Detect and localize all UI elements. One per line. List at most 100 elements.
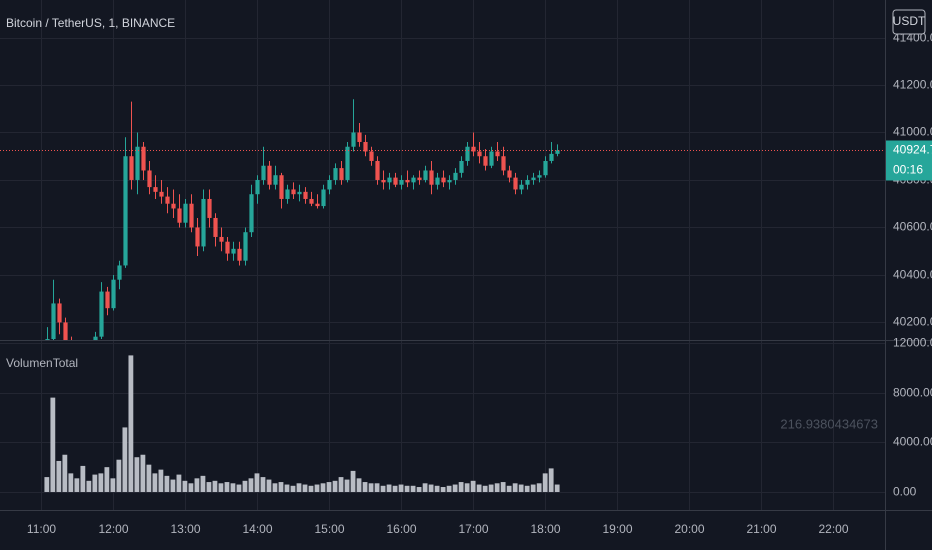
volume-bar xyxy=(128,355,134,492)
y-tick-label: 4000.00 xyxy=(893,435,932,449)
candle-body xyxy=(231,248,236,254)
y-tick-label: 41200.00 xyxy=(893,78,932,92)
candle-body xyxy=(117,265,122,280)
candle-body xyxy=(489,151,494,166)
chart-title: Bitcoin / TetherUS, 1, BINANCE xyxy=(6,16,175,30)
volume-bar xyxy=(530,484,536,492)
y-tick-label: 40600.00 xyxy=(893,220,932,234)
volume-bar xyxy=(188,483,194,492)
volume-bar xyxy=(278,482,284,492)
volume-bar xyxy=(104,467,110,492)
candle-body xyxy=(459,160,464,173)
y-tick-label: 40400.00 xyxy=(893,268,932,282)
volume-bar xyxy=(62,454,68,492)
volume-bar xyxy=(536,483,542,492)
volume-bar xyxy=(314,484,320,492)
x-tick-label: 19:00 xyxy=(602,522,632,536)
candle-body xyxy=(393,177,398,185)
candle-body xyxy=(369,151,374,161)
volume-bar xyxy=(350,470,356,492)
volume-bar xyxy=(500,482,506,492)
candle-body xyxy=(423,170,428,180)
candle-body xyxy=(51,303,56,340)
x-tick-label: 21:00 xyxy=(746,522,776,536)
indicator-value: 216.9380434673 xyxy=(780,416,878,431)
volume-pane xyxy=(44,355,560,492)
x-tick-label: 16:00 xyxy=(386,522,416,536)
volume-bar xyxy=(296,483,302,492)
last-price-box xyxy=(886,140,932,181)
currency-label: USDT xyxy=(893,14,926,28)
volume-bar xyxy=(326,482,332,492)
candle-body xyxy=(153,187,158,192)
candle-body xyxy=(285,189,290,199)
candle-body xyxy=(345,146,350,180)
last-price-label: 40924.77 xyxy=(893,143,932,157)
candle-body xyxy=(399,179,404,185)
volume-bar xyxy=(110,478,116,492)
x-tick-label: 22:00 xyxy=(818,522,848,536)
volume-bar xyxy=(98,473,104,492)
volume-bar xyxy=(56,460,62,492)
candle-body xyxy=(417,177,422,180)
volume-bar xyxy=(170,479,176,492)
volume-bar xyxy=(380,485,386,492)
candle-body xyxy=(243,232,248,261)
volume-bar xyxy=(158,469,164,492)
volume-bar xyxy=(410,485,416,492)
volume-bar xyxy=(50,397,56,492)
candle-body xyxy=(195,227,200,247)
volume-bar xyxy=(182,480,188,492)
volume-bar xyxy=(494,483,500,492)
currency-button[interactable] xyxy=(892,9,926,35)
volume-bar xyxy=(290,485,296,492)
candle-body xyxy=(123,156,128,266)
volume-bar xyxy=(224,482,230,492)
candle-body xyxy=(549,153,554,161)
candle-body xyxy=(111,279,116,309)
y-tick-label: 8000.00 xyxy=(893,386,932,400)
volume-bar xyxy=(272,483,278,492)
candle-body xyxy=(531,177,536,180)
candle-body xyxy=(237,248,242,261)
candle-body xyxy=(297,191,302,195)
volume-bar xyxy=(212,480,218,492)
candle-body xyxy=(507,170,512,178)
candle-body xyxy=(411,177,416,183)
volume-bar xyxy=(356,478,362,492)
volume-bar xyxy=(152,473,158,492)
volume-bar xyxy=(122,427,128,492)
volume-bar xyxy=(242,480,248,492)
volume-bar xyxy=(344,479,350,492)
candle-body xyxy=(141,146,146,171)
candle-body xyxy=(147,170,152,188)
volume-bar xyxy=(320,483,326,492)
volume-bar xyxy=(362,482,368,492)
x-tick-label: 14:00 xyxy=(242,522,272,536)
volume-bar xyxy=(194,478,200,492)
candle-body xyxy=(381,179,386,183)
candle-body xyxy=(255,179,260,195)
candle-body xyxy=(465,146,470,161)
candle-body xyxy=(129,156,134,180)
candle-body xyxy=(135,146,140,180)
candle-body xyxy=(261,165,266,180)
volume-bar xyxy=(554,484,560,492)
candle-body xyxy=(501,156,506,171)
candle-body xyxy=(249,194,254,233)
price-pane xyxy=(45,99,560,340)
candle-body xyxy=(159,191,164,197)
volume-bar xyxy=(164,475,170,492)
volume-bar xyxy=(68,473,74,492)
candle-body xyxy=(333,168,338,180)
candle-body xyxy=(495,151,500,157)
candle-body xyxy=(519,184,524,190)
candle-body xyxy=(219,236,224,242)
candle-body xyxy=(183,203,188,223)
candle-body xyxy=(309,198,314,204)
y-tick-label: 40200.00 xyxy=(893,315,932,329)
candle-body xyxy=(273,175,278,185)
x-tick-label: 11:00 xyxy=(27,522,56,536)
volume-bar xyxy=(338,477,344,492)
